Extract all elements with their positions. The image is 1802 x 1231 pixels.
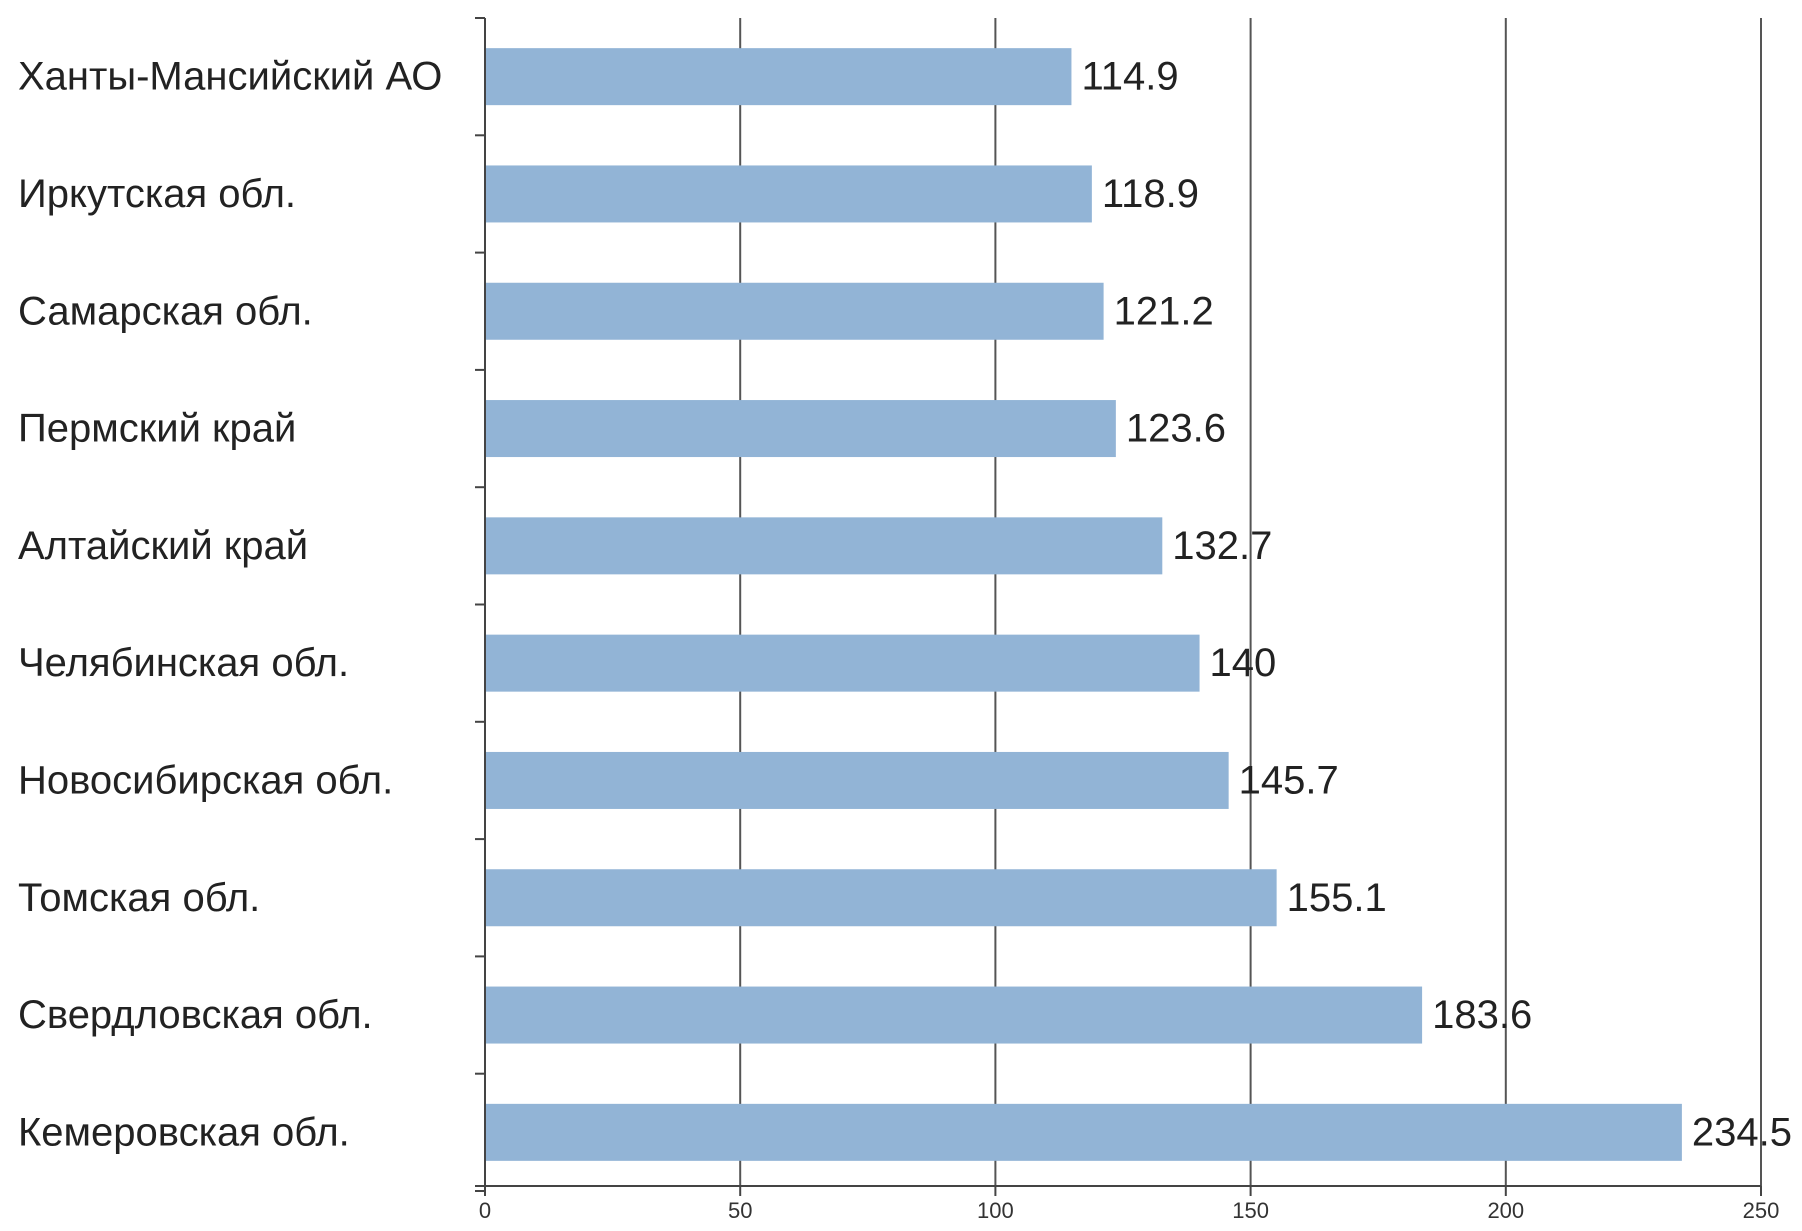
value-label-6: 140 [1210,641,1277,685]
category-label-9: Свердловская обл. [18,993,373,1037]
x-tick-label-150: 150 [1232,1198,1269,1223]
x-tick-label-50: 50 [728,1198,752,1223]
x-tick-label-0: 0 [479,1198,491,1223]
labels: 114.9 Ханты-Мансийский АО 118.9 Иркутская о… [18,55,1792,1223]
bar-7 [485,751,1229,809]
axes [475,17,1762,1196]
category-label-2: Иркутская обл. [18,172,296,216]
value-label-1: 114.9 [1081,55,1178,99]
bar-2 [485,165,1092,223]
category-label-4: Пермский край [18,407,296,451]
category-label-8: Томская обл. [18,876,260,920]
x-tick-label-100: 100 [977,1198,1014,1223]
category-label-10: Кемеровская обл. [18,1110,350,1154]
value-label-5: 132.7 [1172,524,1272,568]
bar-5 [485,517,1163,575]
bars [485,48,1682,1161]
bar-4 [485,400,1116,458]
value-label-10: 234.5 [1692,1110,1792,1154]
bar-10 [485,1103,1682,1161]
bar-6 [485,634,1200,692]
value-label-8: 155.1 [1287,876,1387,920]
bar-9 [485,986,1423,1044]
bar-8 [485,869,1277,927]
value-label-3: 121.2 [1114,289,1214,333]
category-label-1: Ханты-Мансийский АО [18,55,442,99]
category-label-6: Челябинская обл. [18,641,349,685]
value-label-4: 123.6 [1126,407,1226,451]
value-label-2: 118.9 [1102,172,1199,216]
category-label-5: Алтайский край [18,524,308,568]
x-tick-label-250: 250 [1743,1198,1780,1223]
category-label-7: Новосибирская обл. [18,758,393,802]
x-tick-label-200: 200 [1487,1198,1524,1223]
value-label-7: 145.7 [1239,758,1339,802]
bar-3 [485,282,1104,340]
value-label-9: 183.6 [1432,993,1532,1037]
bar-1 [485,48,1072,106]
category-label-3: Самарская обл. [18,289,313,333]
